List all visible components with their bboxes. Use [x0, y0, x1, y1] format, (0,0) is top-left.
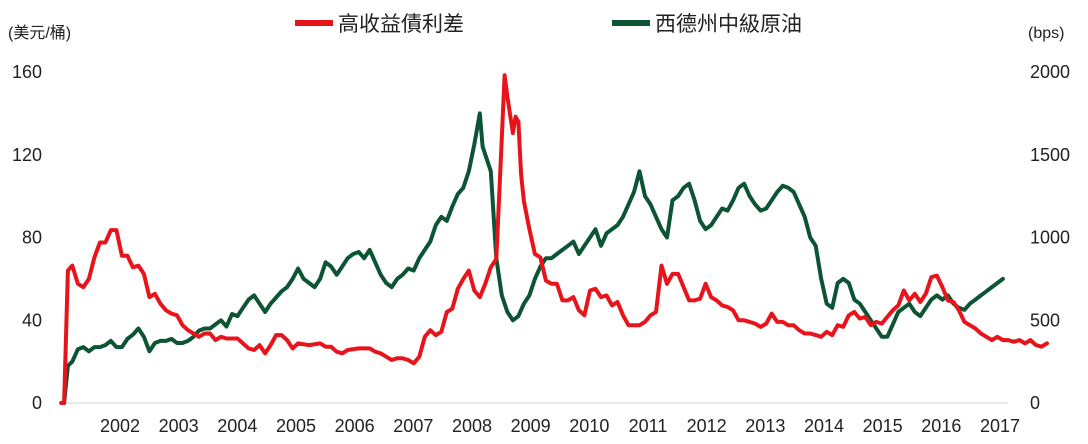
y-right-tick-label: 500: [1030, 310, 1060, 330]
y-right-tick-label: 1000: [1030, 228, 1070, 248]
y-left-axis-label: (美元/桶): [8, 24, 71, 42]
y-right-tick-label: 1500: [1030, 145, 1070, 165]
x-tick-label: 2008: [452, 416, 492, 436]
y-right-tick-label: 2000: [1030, 62, 1070, 82]
x-tick-label: 2013: [745, 416, 785, 436]
y-right-axis-label: (bps): [1028, 25, 1064, 42]
series-line-high-yield-spread: [59, 73, 1049, 405]
x-tick-label: 2017: [980, 416, 1020, 436]
x-tick-label: 2010: [569, 416, 609, 436]
x-tick-label: 2012: [687, 416, 727, 436]
x-tick-label: 2002: [100, 416, 140, 436]
x-tick-label: 2005: [276, 416, 316, 436]
legend-label-wti-crude: 西德州中級原油: [655, 12, 802, 36]
x-tick-label: 2007: [393, 416, 433, 436]
x-tick-label: 2015: [863, 416, 903, 436]
legend: 高收益債利差 西德州中級原油: [295, 12, 802, 36]
x-tick-label: 2011: [629, 416, 668, 436]
y-right-tick-labels: 0 500 1000 1500 2000: [1030, 62, 1070, 413]
x-tick-label: 2004: [217, 416, 257, 436]
y-left-tick-label: 160: [12, 62, 42, 82]
x-tick-label: 2016: [921, 416, 961, 436]
y-left-tick-labels: 0 40 80 120 160: [12, 62, 42, 413]
x-tick-label: 2006: [335, 416, 375, 436]
x-tick-label: 2014: [804, 416, 844, 436]
y-right-tick-label: 0: [1030, 393, 1040, 413]
x-tick-label: 2009: [511, 416, 551, 436]
y-left-tick-label: 80: [22, 228, 42, 248]
series-line-wti-crude: [59, 111, 1005, 405]
legend-label-high-yield-spread: 高收益債利差: [338, 12, 464, 36]
x-tick-label: 2003: [159, 416, 199, 436]
y-left-tick-label: 120: [12, 145, 42, 165]
y-left-tick-label: 0: [32, 393, 42, 413]
x-tick-labels: 2002 2003 2004 2005 2006 2007 2008 2009 2010 2011…: [100, 416, 1020, 436]
y-left-tick-label: 40: [22, 310, 42, 330]
